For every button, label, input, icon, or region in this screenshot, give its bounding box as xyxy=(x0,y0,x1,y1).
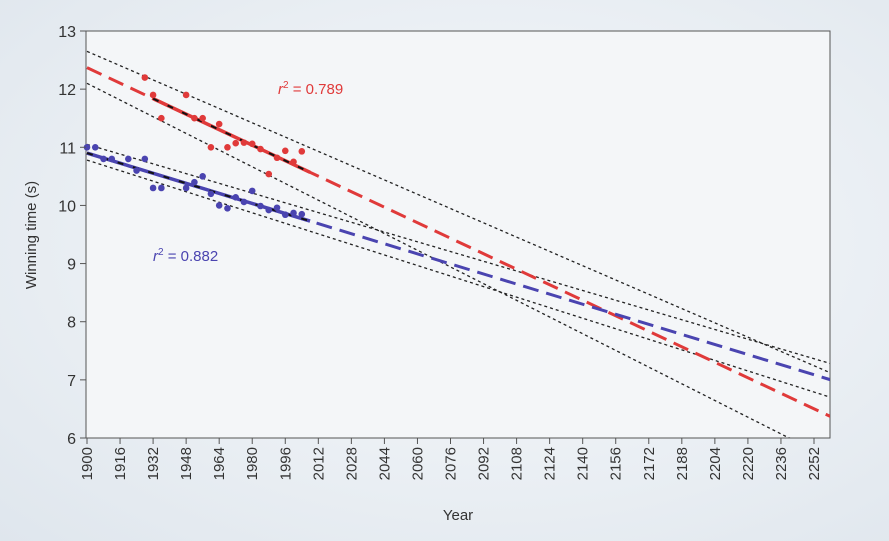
women-data-point xyxy=(141,74,149,81)
x-tick-label: 2140 xyxy=(575,447,592,480)
men-data-point xyxy=(108,155,116,163)
men-data-point xyxy=(199,173,206,180)
men-data-point xyxy=(207,190,215,198)
men-data-point xyxy=(191,178,198,186)
x-tick-label: 2188 xyxy=(674,447,691,480)
women-data-point xyxy=(224,143,231,151)
men-data-point xyxy=(91,143,99,151)
men-r2-label: r2 = 0.882 xyxy=(153,247,218,265)
men-data-point xyxy=(290,209,297,217)
women-data-point xyxy=(149,91,157,99)
x-axis-label: Year xyxy=(443,507,473,524)
men-data-point xyxy=(141,155,149,163)
women-r2-label: r2 = 0.789 xyxy=(278,80,343,98)
men-data-point xyxy=(281,211,289,219)
men-fit-overlay xyxy=(86,152,311,223)
women-data-point xyxy=(199,114,206,122)
y-tick-label: 10 xyxy=(58,198,76,215)
x-tick-label: 2028 xyxy=(343,447,360,480)
x-tick-label: 2252 xyxy=(806,447,823,480)
women-data-point xyxy=(182,91,190,99)
men-data-point xyxy=(149,184,157,192)
x-tick-label: 2044 xyxy=(376,447,393,480)
x-tick-label: 2076 xyxy=(443,447,460,480)
women-data-point xyxy=(191,114,198,122)
men-data-point xyxy=(215,202,223,209)
women-data-point xyxy=(290,158,297,166)
men-data-point xyxy=(240,198,248,206)
x-tick-label: 2060 xyxy=(409,447,426,480)
y-tick-label: 7 xyxy=(67,373,76,390)
y-tick-label: 9 xyxy=(67,257,76,274)
men-data-point xyxy=(265,206,273,214)
women-fit-overlay xyxy=(152,97,311,174)
men-data-point xyxy=(273,204,281,212)
women-data-point xyxy=(240,139,248,146)
women-data-point xyxy=(281,147,289,155)
men-data-point xyxy=(125,155,132,163)
x-tick-label: 2172 xyxy=(641,447,658,480)
men-data-point xyxy=(298,210,306,218)
women-data-point xyxy=(265,170,273,178)
women-data-point xyxy=(257,145,264,153)
y-axis-label: Winning time (s) xyxy=(23,181,40,289)
women-extrapolated-fit-line xyxy=(86,66,830,418)
x-tick-label: 1916 xyxy=(112,447,129,480)
x-tick-label: 2220 xyxy=(740,447,757,480)
x-tick-label: 1964 xyxy=(211,447,228,480)
women-data-point xyxy=(215,120,223,128)
women-data-point xyxy=(248,140,256,148)
x-tick-label: 1980 xyxy=(244,447,261,480)
x-tick-label: 2156 xyxy=(608,447,625,480)
x-tick-label: 2204 xyxy=(707,447,724,480)
women-data-point xyxy=(298,148,306,155)
women-data-point xyxy=(273,154,281,162)
men-data-point xyxy=(224,205,231,212)
men-data-point xyxy=(232,193,240,201)
x-tick-label: 2236 xyxy=(773,447,790,480)
x-tick-label: 2012 xyxy=(310,447,327,480)
men-data-point xyxy=(158,184,165,192)
y-tick-label: 6 xyxy=(67,431,76,448)
women-data-point xyxy=(158,114,165,122)
men-data-point xyxy=(100,155,107,163)
y-tick-label: 8 xyxy=(67,315,76,332)
plot-area xyxy=(85,30,831,439)
men-data-point xyxy=(133,167,140,174)
men-data-point xyxy=(83,143,91,151)
men-data-point xyxy=(248,187,256,195)
men-data-point xyxy=(257,202,264,210)
x-tick-label: 1996 xyxy=(277,447,294,480)
x-tick-label: 1900 xyxy=(79,447,96,480)
x-tick-label: 1932 xyxy=(145,447,162,480)
women-data-point xyxy=(207,143,215,151)
y-tick-label: 11 xyxy=(59,140,76,157)
x-tick-label: 2108 xyxy=(509,447,526,480)
men-data-point xyxy=(182,184,190,192)
x-tick-label: 1948 xyxy=(178,447,195,480)
y-tick-label: 12 xyxy=(58,82,76,99)
y-tick-label: 13 xyxy=(58,24,76,41)
x-tick-label: 2124 xyxy=(542,447,559,480)
x-tick-label: 2092 xyxy=(476,447,493,480)
women-data-point xyxy=(232,139,240,147)
